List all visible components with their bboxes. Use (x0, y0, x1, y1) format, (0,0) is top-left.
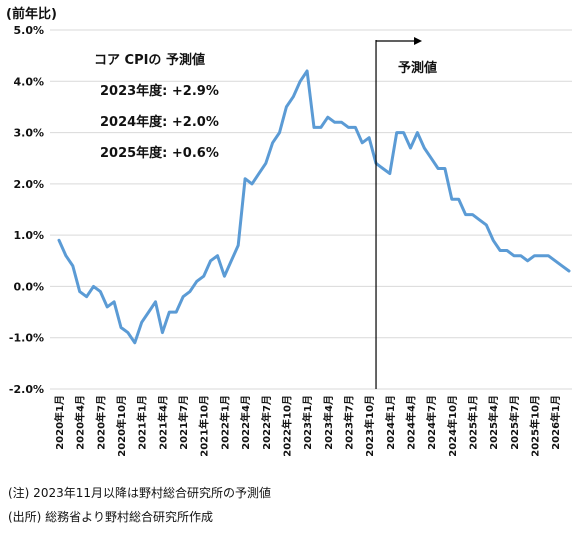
note-forecast-source: (注) 2023年11月以降は野村総合研究所の予測値 (8, 486, 271, 500)
x-tick-label: 2023年4月 (322, 395, 335, 450)
x-tick-label: 2023年1月 (301, 395, 314, 450)
x-tick-label: 2020年7月 (94, 395, 107, 450)
y-tick-label: 3.0% (13, 127, 44, 140)
x-tick-label: 2021年7月 (177, 395, 190, 450)
y-tick-label: -1.0% (9, 332, 44, 345)
x-tick-label: 2024年10月 (446, 395, 459, 457)
forecast-box-title: コア CPIの 予測値 (94, 52, 205, 68)
x-tick-label: 2024年1月 (384, 395, 397, 450)
x-tick-label: 2023年7月 (342, 395, 355, 450)
cpi-series-line (57, 69, 571, 345)
y-tick-label: 2.0% (13, 178, 44, 191)
x-tick-label: 2023年10月 (363, 395, 376, 457)
forecast-box-line-2024: 2024年度: +2.0% (100, 114, 219, 130)
x-tick-label: 2021年10月 (198, 395, 211, 457)
y-axis-ticks: -2.0% -1.0% 0.0% 1.0% 2.0% 3.0% 4.0% 5.0% (9, 24, 44, 396)
forecast-box-line-2023: 2023年度: +2.9% (100, 83, 219, 99)
note-data-source: (出所) 総務省より野村総合研究所作成 (8, 510, 213, 524)
x-tick-label: 2020年10月 (115, 395, 128, 457)
forecast-box-line-2025: 2025年度: +0.6% (100, 145, 219, 161)
x-tick-label: 2024年7月 (425, 395, 438, 450)
y-axis-unit-label: (前年比) (6, 6, 57, 22)
y-tick-label: 5.0% (13, 24, 44, 37)
x-tick-label: 2022年1月 (218, 395, 231, 450)
x-tick-label: 2024年4月 (404, 395, 417, 450)
x-tick-label: 2022年10月 (280, 395, 293, 457)
y-tick-label: -2.0% (9, 383, 44, 396)
forecast-arrow-head (414, 37, 423, 45)
y-tick-label: 1.0% (13, 229, 44, 242)
x-tick-label: 2025年7月 (508, 395, 521, 450)
y-tick-label: 0.0% (13, 280, 44, 293)
x-tick-label: 2025年1月 (467, 395, 480, 450)
x-tick-label: 2022年4月 (239, 395, 252, 450)
forecast-label: 予測値 (398, 60, 437, 76)
x-tick-label: 2022年7月 (260, 395, 273, 450)
x-tick-label: 2021年1月 (136, 395, 149, 450)
x-tick-label: 2021年4月 (156, 395, 169, 450)
x-tick-label: 2025年10月 (529, 395, 542, 457)
y-tick-label: 4.0% (13, 75, 44, 88)
x-tick-label: 2020年4月 (74, 395, 87, 450)
x-tick-label: 2020年1月 (53, 395, 66, 450)
forecast-marker (375, 37, 423, 389)
x-tick-label: 2025年4月 (487, 395, 500, 450)
x-tick-label: 2026年1月 (549, 395, 562, 450)
x-axis-ticks: 2020年1月 2020年4月 2020年7月 2020年10月 2021年1月 2021… (53, 395, 562, 457)
